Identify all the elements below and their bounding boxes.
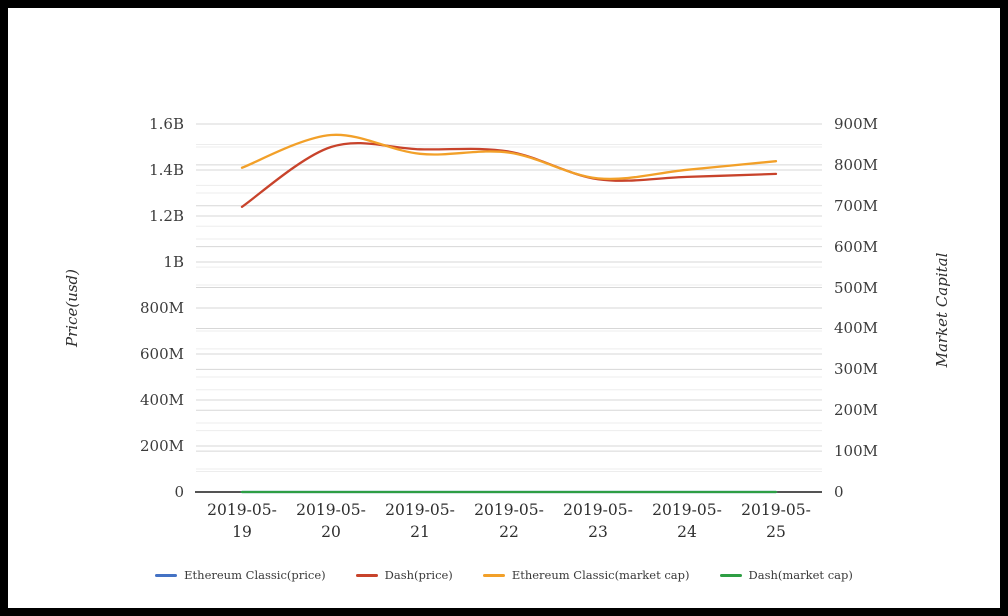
- left-axis-tick-label: 1.4B: [149, 161, 184, 179]
- left-axis-title: Price(usd): [63, 268, 81, 348]
- right-axis-tick-label: 800M: [834, 155, 878, 174]
- x-axis-tick-label: 2019-05- 25: [741, 501, 811, 541]
- right-axis-tick-label: 600M: [834, 237, 878, 256]
- left-axis-tick-label: 1B: [163, 253, 184, 271]
- legend-item-ethereum-classic-market-cap-: Ethereum Classic(market cap): [482, 568, 690, 582]
- legend-line-marker: [482, 573, 505, 577]
- left-axis-tick-label: 1.6B: [149, 115, 184, 133]
- left-axis-tick-label: 200M: [140, 437, 184, 455]
- legend-label: Ethereum Classic(price): [184, 568, 326, 582]
- x-axis-tick-label: 2019-05- 22: [474, 501, 544, 541]
- legend-line-marker: [155, 573, 178, 577]
- x-axis-tick-label: 2019-05- 20: [296, 501, 366, 541]
- x-axis-tick-label: 2019-05- 23: [563, 501, 633, 541]
- x-axis-tick-label: 2019-05- 21: [385, 501, 455, 541]
- right-axis-tick-label: 200M: [834, 401, 878, 420]
- legend-label: Dash(price): [384, 568, 453, 582]
- right-axis-tick-label: 900M: [834, 115, 878, 133]
- chart-legend: Ethereum Classic(price) Dash(price) Ethere…: [8, 565, 1000, 585]
- left-axis-tick-label: 1.2B: [149, 207, 184, 225]
- legend-line-marker: [355, 573, 378, 577]
- legend-item-ethereum-classic-price-: Ethereum Classic(price): [155, 568, 326, 582]
- legend-item-dash-price-: Dash(price): [355, 568, 453, 582]
- right-axis-tick-label: 100M: [834, 442, 878, 461]
- legend-line-marker: [719, 573, 742, 577]
- x-axis-tick-label: 2019-05- 24: [652, 501, 722, 541]
- x-axis-tick-label: 2019-05- 19: [207, 501, 277, 541]
- right-axis-tick-label: 400M: [834, 319, 878, 338]
- legend-label: Ethereum Classic(market cap): [511, 568, 690, 582]
- right-axis-tick-label: 500M: [834, 278, 878, 297]
- left-axis-tick-label: 800M: [140, 299, 184, 317]
- left-axis-tick-label: 400M: [140, 391, 184, 409]
- right-axis-title: Market Capital: [933, 252, 951, 368]
- right-axis-tick-label: 0: [834, 483, 844, 501]
- legend-label: Dash(market cap): [748, 568, 853, 582]
- legend-item-dash-market-cap-: Dash(market cap): [719, 568, 853, 582]
- right-axis-tick-label: 300M: [834, 360, 878, 379]
- left-axis-tick-label: 0: [174, 483, 184, 501]
- left-axis-tick-label: 600M: [140, 345, 184, 363]
- right-axis-tick-label: 700M: [834, 196, 878, 215]
